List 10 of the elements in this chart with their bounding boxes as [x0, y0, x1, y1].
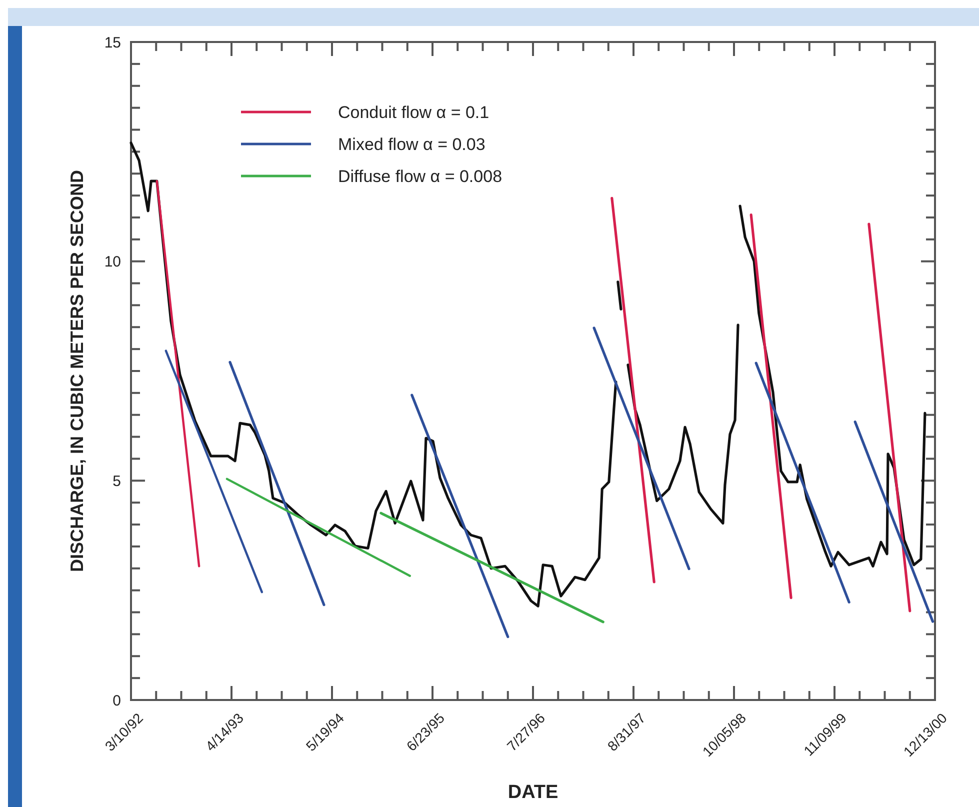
y-tick-label: 5 — [112, 472, 121, 490]
y-tick-label: 15 — [104, 34, 121, 52]
y-axis-title: DISCHARGE, IN CUBIC METERS PER SECOND — [67, 170, 87, 572]
line-series — [626, 324, 740, 525]
legend-label: Mixed flow α = 0.03 — [338, 134, 486, 154]
legend-label: Diffuse flow α = 0.008 — [338, 166, 502, 186]
y-tick-label: 10 — [104, 254, 121, 271]
x-axis-title: DATE — [508, 782, 558, 803]
y-tick-label: 0 — [112, 692, 121, 710]
legend-label: Conduit flow α = 0.1 — [338, 102, 490, 122]
